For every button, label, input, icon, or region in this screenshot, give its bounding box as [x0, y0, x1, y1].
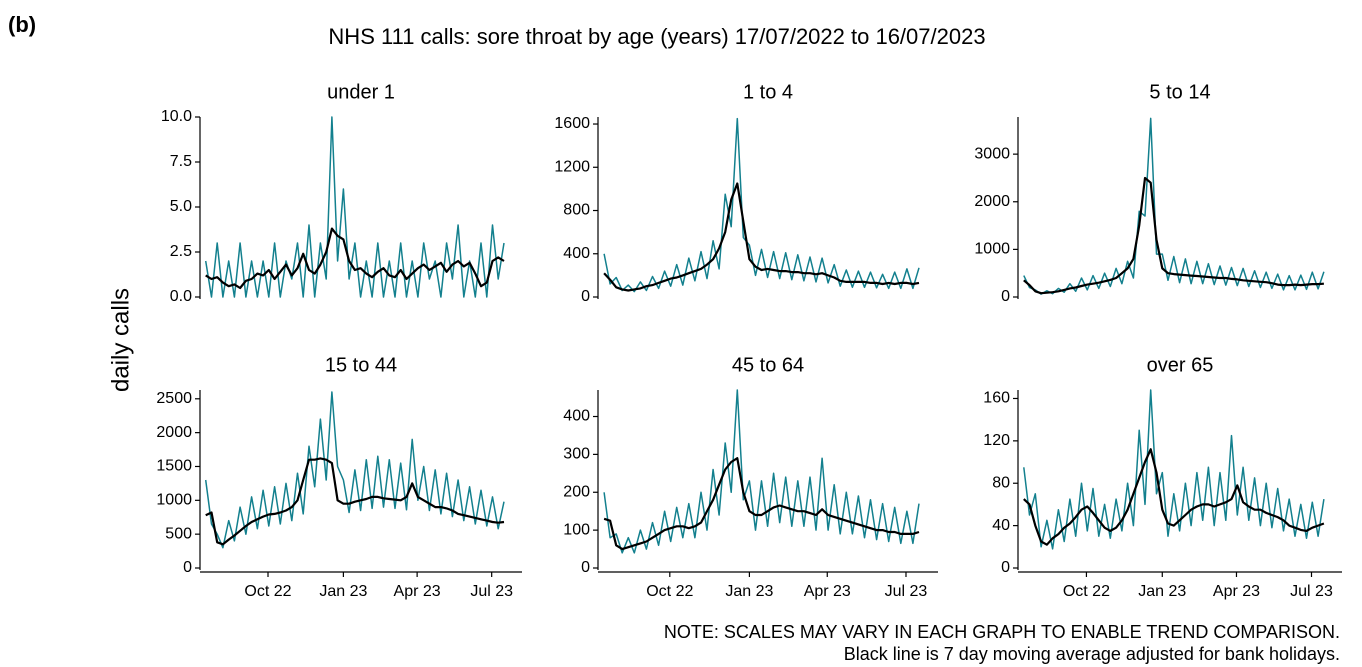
y-tick-label: 200 [563, 483, 590, 500]
y-tick-label: 1200 [554, 158, 590, 175]
y-tick-label: 10.0 [161, 108, 192, 125]
y-tick-label: 80 [992, 474, 1010, 491]
data-line [204, 116, 505, 298]
y-tick-label: 2.5 [170, 243, 192, 260]
x-tick-label: Jan 23 [1138, 583, 1186, 600]
y-tick-label: 0 [581, 288, 590, 305]
x-tick-label: Jul 23 [1290, 583, 1333, 600]
x-tick-label: Jan 23 [725, 583, 773, 600]
y-tick-label: 500 [165, 525, 192, 542]
y-tick-label: 0 [581, 559, 590, 576]
x-tick-label: Oct 22 [646, 583, 693, 600]
data-line [1023, 448, 1325, 546]
y-tick-label: 1600 [554, 115, 590, 132]
y-tick-label: 0 [1001, 559, 1010, 576]
y-tick-label: 300 [563, 446, 590, 463]
y-tick-label: 2500 [156, 390, 192, 407]
y-tick-label: 3000 [974, 145, 1010, 162]
y-tick-label: 5.0 [170, 198, 192, 215]
y-tick-label: 160 [983, 390, 1010, 407]
x-tick-label: Jul 23 [885, 583, 928, 600]
note: Black line is 7 day moving average adjus… [844, 644, 1340, 664]
note: NOTE: SCALES MAY VARY IN EACH GRAPH TO E… [664, 622, 1340, 642]
data-line [603, 457, 920, 551]
panel-label: (b) [8, 12, 36, 37]
x-tick-label: Apr 23 [394, 583, 441, 600]
y-tick-label: 400 [563, 408, 590, 425]
panel-title: 45 to 64 [732, 354, 804, 376]
data-line [1023, 176, 1324, 295]
y-tick-label: 0 [183, 559, 192, 576]
data-line [205, 457, 505, 546]
data-line [603, 182, 920, 292]
y-tick-label: 100 [563, 521, 590, 538]
panel-title: 5 to 14 [1149, 81, 1210, 103]
panel-title: 15 to 44 [325, 354, 397, 376]
y-tick-label: 0.0 [170, 288, 192, 305]
x-tick-label: Apr 23 [1213, 583, 1260, 600]
data-line [603, 389, 920, 554]
x-tick-label: Oct 22 [244, 583, 291, 600]
y-tick-label: 800 [563, 202, 590, 219]
y-axis-label: daily calls [107, 288, 134, 392]
x-tick-label: Jan 23 [319, 583, 367, 600]
y-tick-label: 2000 [974, 193, 1010, 210]
y-tick-label: 1000 [974, 241, 1010, 258]
y-tick-label: 40 [992, 517, 1010, 534]
y-tick-label: 1000 [156, 492, 192, 509]
panel-title: under 1 [327, 81, 395, 103]
data-line [603, 117, 920, 293]
data-line [1023, 117, 1325, 295]
x-tick-label: Oct 22 [1063, 583, 1110, 600]
y-tick-label: 400 [563, 245, 590, 262]
y-tick-label: 0 [1001, 288, 1010, 305]
y-tick-label: 7.5 [170, 153, 192, 170]
panel-title: over 65 [1147, 354, 1214, 376]
x-tick-label: Jul 23 [470, 583, 513, 600]
y-tick-label: 1500 [156, 458, 192, 475]
x-tick-label: Apr 23 [804, 583, 851, 600]
y-tick-label: 120 [983, 432, 1010, 449]
chart-title: NHS 111 calls: sore throat by age (years… [328, 24, 985, 49]
y-tick-label: 2000 [156, 424, 192, 441]
data-line [205, 227, 505, 290]
panel-title: 1 to 4 [743, 81, 793, 103]
data-line [204, 391, 505, 549]
